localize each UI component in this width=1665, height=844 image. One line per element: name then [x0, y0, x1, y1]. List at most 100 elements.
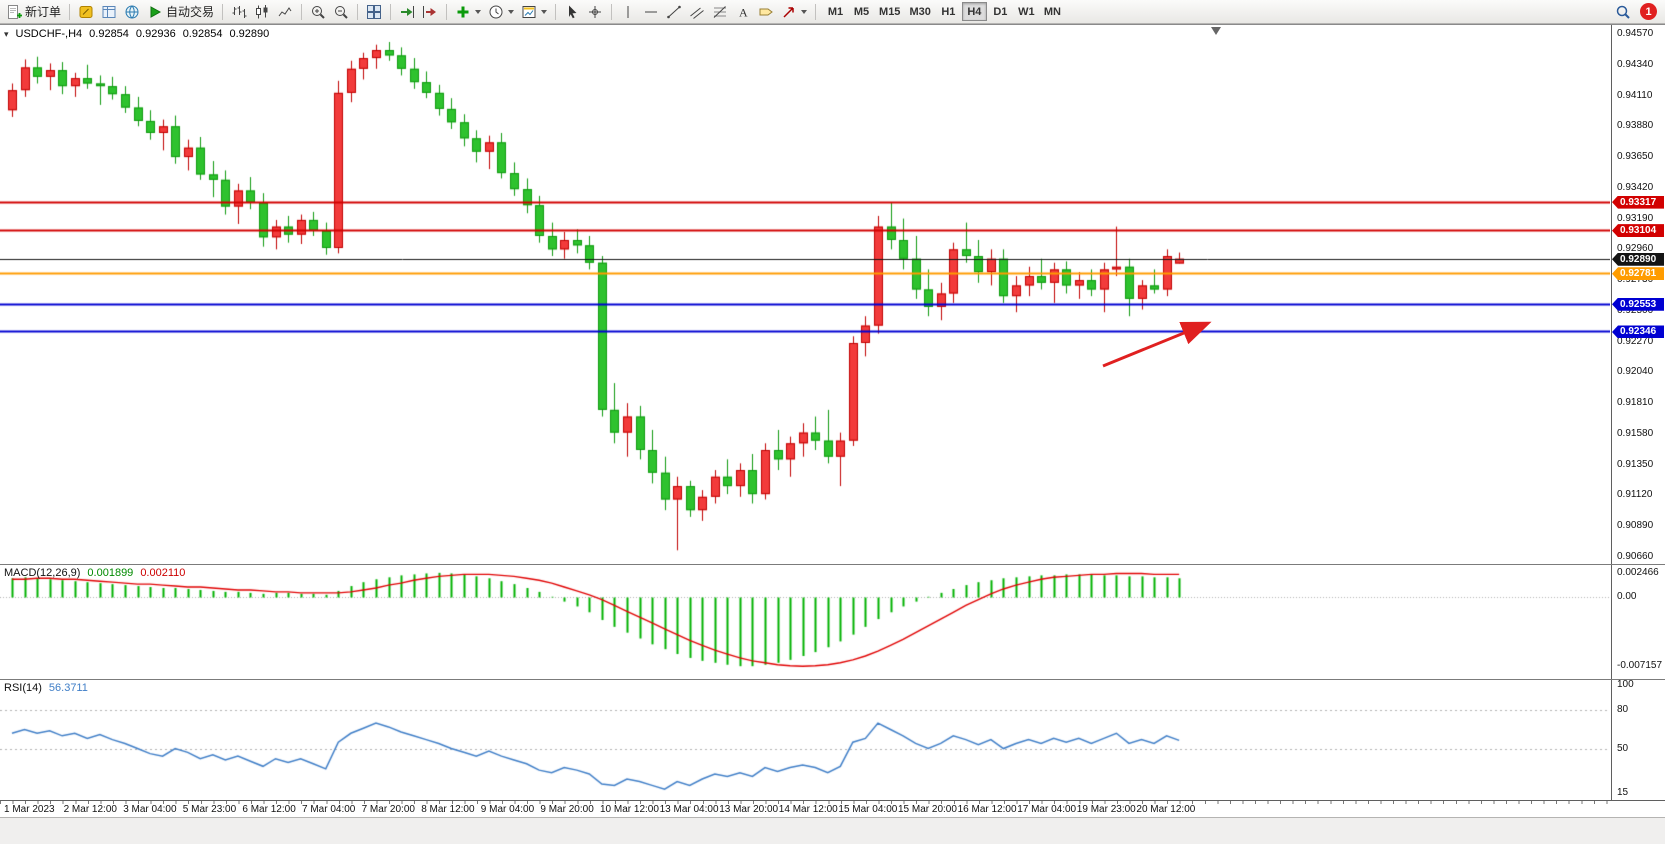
chart-header: ▾ USDCHF-,H4 0.92854 0.92936 0.92854 0.9…: [4, 28, 269, 40]
price-axis-label: 0.91580: [1617, 427, 1654, 439]
time-axis-label: 20 Mar 12:00: [1136, 804, 1196, 815]
auto-scroll-button[interactable]: [396, 1, 418, 22]
time-axis-label: 15 Mar 04:00: [838, 804, 898, 815]
chart-window: ▾ USDCHF-,H4 0.92854 0.92936 0.92854 0.9…: [0, 24, 1665, 818]
one-click-trading-caret-icon[interactable]: ▾: [4, 28, 9, 39]
timeframe-M30[interactable]: M30: [905, 2, 934, 21]
auto-trading-icon: [150, 5, 162, 18]
fibonacci-icon: [713, 5, 727, 18]
timeframe-MN[interactable]: MN: [1040, 2, 1065, 21]
zoom-in-button[interactable]: [307, 1, 329, 22]
candlestick-chart-button[interactable]: [251, 1, 273, 22]
macd-label: MACD(12,26,9) 0.001899 0.002110: [4, 567, 185, 579]
rsi-canvas[interactable]: [0, 680, 1610, 800]
macd-axis-label: 0.002466: [1617, 566, 1659, 578]
trendline-button[interactable]: [663, 1, 685, 22]
time-axis-label: 16 Mar 12:00: [957, 804, 1017, 815]
crosshair-button[interactable]: [584, 1, 606, 22]
price-line-badge: 0.93104: [1612, 224, 1664, 238]
timeframe-D1[interactable]: D1: [988, 2, 1013, 21]
price-axis-label: 0.94110: [1617, 89, 1653, 101]
cursor-button[interactable]: [561, 1, 583, 22]
chart-shift-button[interactable]: [419, 1, 441, 22]
metaeditor-icon: [79, 5, 93, 18]
price-line-badge: 0.92890: [1612, 252, 1664, 266]
time-axis[interactable]: 1 Mar 2023 2 Mar 12:00 3 Mar 04:00 5 Mar 23…: [0, 800, 1665, 818]
timeframe-M15[interactable]: M15: [875, 2, 904, 21]
text-label-button[interactable]: [755, 1, 777, 22]
timeframe-M5[interactable]: M5: [849, 2, 874, 21]
templates-icon: [522, 5, 536, 18]
templates-button[interactable]: [518, 1, 550, 22]
toolbar-separator: [446, 3, 448, 20]
rsi-panel: RSI(14) 56.3711 100 80 50 15: [0, 680, 1665, 800]
arrows-button[interactable]: [778, 1, 810, 22]
timeframe-H4[interactable]: H4: [961, 2, 987, 21]
auto-trading-button[interactable]: 自动交易: [144, 1, 217, 22]
time-axis-label: 17 Mar 04:00: [1017, 804, 1077, 815]
web-terminal-button[interactable]: [121, 1, 143, 22]
time-axis-label: 13 Mar 04:00: [659, 804, 719, 815]
periods-button[interactable]: [485, 1, 517, 22]
rsi-axis-label: 50: [1617, 742, 1629, 754]
new-order-button[interactable]: 新订单: [3, 1, 64, 22]
price-axis-label: 0.91350: [1617, 458, 1654, 470]
rsi-name: RSI(14): [4, 682, 42, 694]
price-chart-panel: ▾ USDCHF-,H4 0.92854 0.92936 0.92854 0.9…: [0, 25, 1665, 564]
notifications-badge[interactable]: 1: [1640, 3, 1657, 20]
price-axis[interactable]: 0.94570 0.94340 0.94110 0.93880 0.93650 0.934…: [1611, 25, 1665, 564]
vertical-line-button[interactable]: [617, 1, 639, 22]
rsi-axis-label: 15: [1617, 787, 1629, 798]
new-order-icon: [8, 4, 22, 19]
price-axis-label: 0.93190: [1617, 212, 1654, 224]
time-axis-label: 6 Mar 12:00: [242, 804, 296, 815]
timeframe-W1[interactable]: W1: [1014, 2, 1039, 21]
macd-panel: MACD(12,26,9) 0.001899 0.002110 0.002466…: [0, 565, 1665, 679]
toolbar-separator: [222, 3, 224, 20]
price-axis-label: 0.90660: [1617, 551, 1654, 562]
price-chart-canvas[interactable]: [0, 25, 1610, 564]
panel-separator[interactable]: [0, 564, 1665, 565]
macd-axis[interactable]: 0.002466 0.00 -0.007157: [1611, 565, 1665, 679]
horizontal-line-button[interactable]: [640, 1, 662, 22]
fibonacci-button[interactable]: [709, 1, 731, 22]
tile-windows-button[interactable]: [363, 1, 385, 22]
data-window-button[interactable]: [98, 1, 120, 22]
bar-chart-button[interactable]: [228, 1, 250, 22]
rsi-axis[interactable]: 100 80 50 15: [1611, 680, 1665, 800]
metaeditor-button[interactable]: [75, 1, 97, 22]
timeframe-H1[interactable]: H1: [936, 2, 961, 21]
indicators-button[interactable]: [452, 1, 484, 22]
cursor-icon: [569, 5, 577, 18]
annotation-arrow[interactable]: [0, 25, 1610, 564]
toolbar: 新订单 自动交易: [0, 0, 1665, 24]
tile-windows-icon: [367, 4, 382, 19]
panel-separator[interactable]: [0, 679, 1665, 680]
toolbar-separator: [611, 3, 613, 20]
search-button[interactable]: [1612, 1, 1634, 22]
ohlc-values: 0.92854 0.92936 0.92854 0.92890: [89, 28, 269, 40]
price-axis-label: 0.90890: [1617, 520, 1654, 532]
text-label-icon: [759, 8, 773, 15]
zoom-out-button[interactable]: [330, 1, 352, 22]
macd-canvas[interactable]: [0, 565, 1610, 679]
rsi-value: 56.3711: [48, 682, 88, 694]
timeframe-M1[interactable]: M1: [823, 2, 848, 21]
price-axis-label: 0.93420: [1617, 181, 1654, 193]
channel-button[interactable]: [686, 1, 708, 22]
price-axis-label: 0.93880: [1617, 120, 1654, 132]
chart-shift-marker[interactable]: [1211, 27, 1221, 35]
zoom-in-icon: [312, 5, 325, 19]
auto-trading-label: 自动交易: [166, 5, 215, 19]
rsi-label: RSI(14) 56.3711: [4, 682, 88, 694]
price-axis-label: 0.92270: [1617, 335, 1654, 347]
toolbar-separator: [390, 3, 392, 20]
chevron-down-icon: [541, 10, 548, 17]
toolbar-separator: [555, 3, 557, 20]
line-chart-button[interactable]: [274, 1, 296, 22]
macd-signal-value: 0.002110: [140, 567, 186, 579]
price-axis-label: 0.93650: [1617, 151, 1654, 163]
chart-shift-icon: [423, 5, 437, 18]
text-button[interactable]: A: [732, 1, 754, 22]
macd-main-value: 0.001899: [87, 567, 134, 579]
